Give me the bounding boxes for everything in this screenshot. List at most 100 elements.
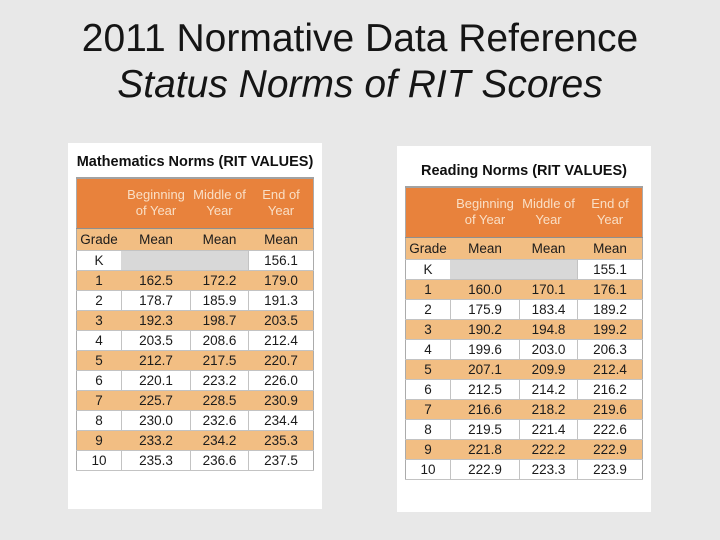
mean-value-cell: 219.5: [450, 419, 520, 440]
math-norms-table: Beginning of Year Middle of Year End of Ye…: [76, 177, 314, 471]
grade-cell: 4: [405, 339, 451, 360]
slide-title-line1: 2011 Normative Data Reference: [81, 17, 639, 60]
mean-value-cell: 206.3: [577, 339, 643, 360]
column-header-cell: [405, 187, 451, 238]
empty-cell: [190, 250, 249, 271]
mean-value-cell: 160.0: [450, 279, 520, 300]
empty-cell: [450, 259, 520, 280]
grade-row: 3 190.2 194.8 199.2: [405, 319, 643, 340]
grade-row: 6 220.1 223.2 226.0: [76, 370, 314, 391]
mean-value-cell: 207.1: [450, 359, 520, 380]
mean-value-cell: 203.0: [519, 339, 578, 360]
mean-value-cell: 176.1: [577, 279, 643, 300]
mean-value-cell: 226.0: [248, 370, 314, 391]
grade-cell: 3: [405, 319, 451, 340]
grade-row: 7 225.7 228.5 230.9: [76, 390, 314, 411]
mean-value-cell: 234.2: [190, 430, 249, 451]
grade-cell: 6: [76, 370, 122, 391]
mean-value-cell: 185.9: [190, 290, 249, 311]
subheader-cell: Mean: [577, 237, 643, 260]
grade-cell: 7: [405, 399, 451, 420]
reading-norms-card: Reading Norms (RIT VALUES) Beginning of …: [397, 146, 651, 512]
grade-row: 3 192.3 198.7 203.5: [76, 310, 314, 331]
mean-value-cell: 179.0: [248, 270, 314, 291]
column-header-cell: Middle of Year: [190, 178, 249, 229]
mean-value-cell: 222.9: [450, 459, 520, 480]
grade-cell: 2: [76, 290, 122, 311]
mean-value-cell: 236.6: [190, 450, 249, 471]
grade-cell: 9: [76, 430, 122, 451]
grade-row: 1 162.5 172.2 179.0: [76, 270, 314, 291]
grade-cell: 6: [405, 379, 451, 400]
table-subheader-row: Grade Mean Mean Mean: [405, 237, 643, 260]
grade-row: 2 178.7 185.9 191.3: [76, 290, 314, 311]
mean-value-cell: 178.7: [121, 290, 191, 311]
mean-value-cell: 220.1: [121, 370, 191, 391]
mean-value-cell: 216.6: [450, 399, 520, 420]
mean-value-cell: 203.5: [248, 310, 314, 331]
grade-cell: 5: [405, 359, 451, 380]
grade-cell: 5: [76, 350, 122, 371]
math-norms-card: Mathematics Norms (RIT VALUES) Beginning…: [68, 143, 322, 509]
grade-row: 6 212.5 214.2 216.2: [405, 379, 643, 400]
mean-value-cell: 192.3: [121, 310, 191, 331]
mean-value-cell: 221.4: [519, 419, 578, 440]
mean-value-cell: 216.2: [577, 379, 643, 400]
math-table-title: Mathematics Norms (RIT VALUES): [76, 154, 314, 170]
mean-value-cell: 233.2: [121, 430, 191, 451]
mean-value-cell: 230.9: [248, 390, 314, 411]
mean-value-cell: 212.4: [577, 359, 643, 380]
grade-row: 9 221.8 222.2 222.9: [405, 439, 643, 460]
column-header-cell: Middle of Year: [519, 187, 578, 238]
mean-value-cell: 155.1: [577, 259, 643, 280]
grade-cell: 10: [405, 459, 451, 480]
subheader-cell: Mean: [121, 228, 191, 251]
grade-cell: 9: [405, 439, 451, 460]
grade-row: 4 203.5 208.6 212.4: [76, 330, 314, 351]
grade-cell: K: [76, 250, 122, 271]
subheader-cell: Grade: [76, 228, 122, 251]
grade-cell: 3: [76, 310, 122, 331]
subheader-cell: Mean: [450, 237, 520, 260]
mean-value-cell: 172.2: [190, 270, 249, 291]
mean-value-cell: 203.5: [121, 330, 191, 351]
subheader-cell: Mean: [519, 237, 578, 260]
mean-value-cell: 230.0: [121, 410, 191, 431]
mean-value-cell: 212.5: [450, 379, 520, 400]
mean-value-cell: 199.6: [450, 339, 520, 360]
reading-table-title: Reading Norms (RIT VALUES): [421, 163, 627, 179]
mean-value-cell: 223.2: [190, 370, 249, 391]
grade-cell: 4: [76, 330, 122, 351]
empty-cell: [121, 250, 191, 271]
mean-value-cell: 222.9: [577, 439, 643, 460]
grade-row: 5 207.1 209.9 212.4: [405, 359, 643, 380]
table-header-row: Beginning of Year Middle of Year End of Ye…: [76, 178, 314, 229]
table-subheader-row: Grade Mean Mean Mean: [76, 228, 314, 251]
subheader-cell: Mean: [248, 228, 314, 251]
mean-value-cell: 194.8: [519, 319, 578, 340]
mean-value-cell: 220.7: [248, 350, 314, 371]
grade-cell: 1: [405, 279, 451, 300]
grade-cell: 2: [405, 299, 451, 320]
mean-value-cell: 212.7: [121, 350, 191, 371]
mean-value-cell: 225.7: [121, 390, 191, 411]
mean-value-cell: 232.6: [190, 410, 249, 431]
mean-value-cell: 175.9: [450, 299, 520, 320]
mean-value-cell: 222.6: [577, 419, 643, 440]
grade-row: K 156.1: [76, 250, 314, 271]
grade-cell: 7: [76, 390, 122, 411]
grade-row: 2 175.9 183.4 189.2: [405, 299, 643, 320]
table-header-row: Beginning of Year Middle of Year End of Ye…: [405, 187, 643, 238]
mean-value-cell: 217.5: [190, 350, 249, 371]
grade-cell: K: [405, 259, 451, 280]
subheader-cell: Mean: [190, 228, 249, 251]
grade-row: 8 230.0 232.6 234.4: [76, 410, 314, 431]
mean-value-cell: 221.8: [450, 439, 520, 460]
mean-value-cell: 191.3: [248, 290, 314, 311]
column-header-cell: Beginning of Year: [450, 187, 520, 238]
mean-value-cell: 170.1: [519, 279, 578, 300]
grade-row: 1 160.0 170.1 176.1: [405, 279, 643, 300]
subheader-cell: Grade: [405, 237, 451, 260]
mean-value-cell: 237.5: [248, 450, 314, 471]
grade-cell: 8: [76, 410, 122, 431]
